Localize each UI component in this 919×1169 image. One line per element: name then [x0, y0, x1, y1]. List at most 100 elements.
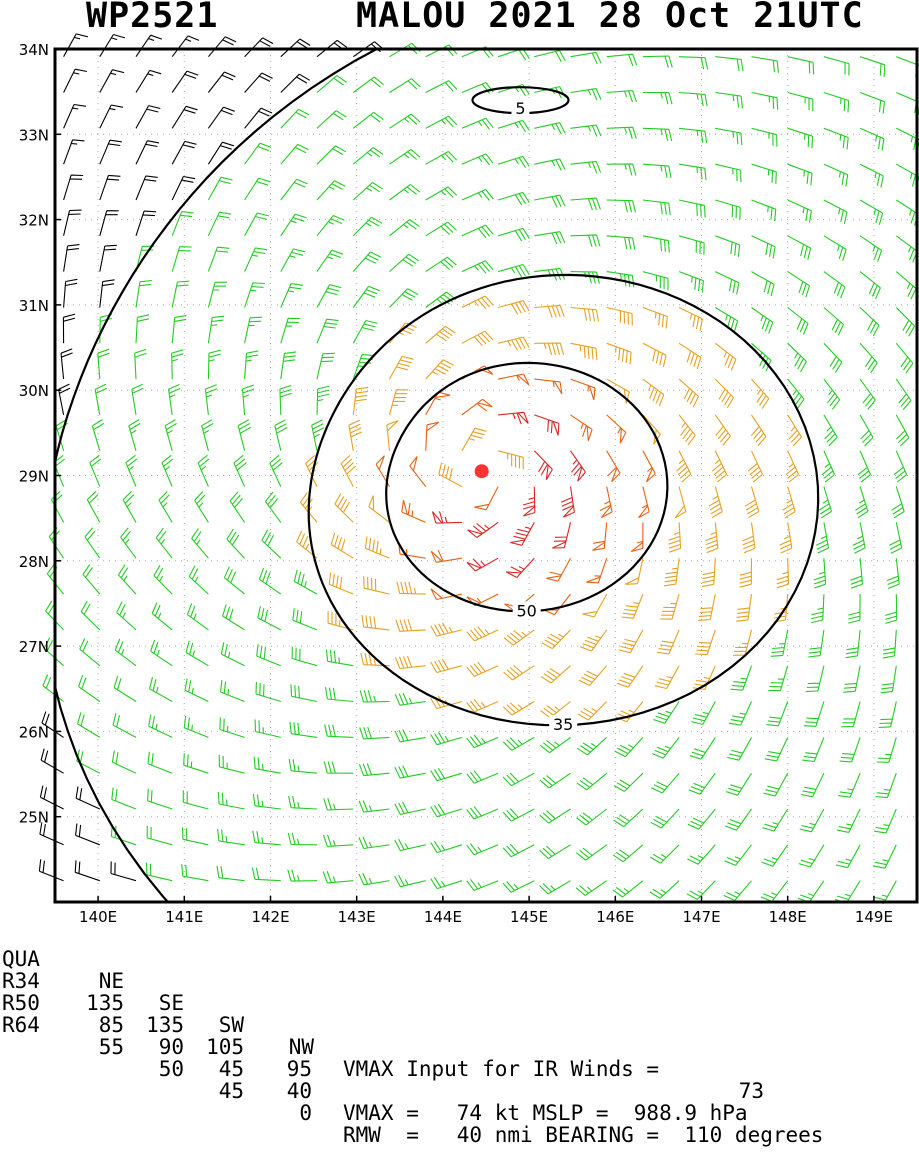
- wind-barb: [389, 148, 421, 165]
- wind-barb: [171, 140, 197, 165]
- wind-barb: [688, 772, 716, 795]
- wind-barb: [409, 456, 427, 487]
- wind-barb: [50, 490, 65, 523]
- wind-barb: [534, 122, 566, 135]
- wind-barb: [638, 486, 650, 519]
- wind-barb: [461, 117, 494, 130]
- wind-barb: [570, 450, 586, 482]
- wind-barb: [649, 880, 680, 899]
- contour-label: 5: [515, 99, 525, 118]
- wind-barb: [118, 564, 137, 595]
- r50-ne: 85: [98, 1013, 124, 1037]
- wind-barb: [194, 491, 209, 523]
- wind-barb: [577, 736, 608, 756]
- wind-barb: [592, 522, 608, 551]
- wind-barb: [896, 199, 919, 226]
- wind-barb: [207, 246, 230, 272]
- wind-barb: [352, 216, 383, 237]
- wind-barb: [612, 844, 644, 863]
- wind-barb: [185, 640, 209, 667]
- wind-barb: [642, 342, 667, 368]
- wind-barb: [316, 249, 344, 272]
- wind-barb: [324, 687, 354, 703]
- wind-barb: [430, 549, 462, 563]
- wind-barb: [39, 785, 64, 810]
- wind-barb: [606, 342, 632, 365]
- wind-barb: [606, 90, 638, 103]
- wind-barb: [79, 638, 101, 667]
- wind-barb: [430, 658, 463, 674]
- wind-barb: [389, 288, 419, 308]
- wind-barb: [352, 386, 369, 415]
- wind-barb: [325, 649, 354, 667]
- wind-barb: [678, 342, 702, 370]
- wind-barb: [39, 822, 64, 846]
- wind-barb: [86, 490, 101, 523]
- wind-barb: [244, 72, 273, 93]
- wind-barb: [425, 186, 457, 201]
- wind-barb: [895, 235, 918, 263]
- wind-barb: [201, 419, 214, 451]
- wind-barb: [497, 450, 524, 470]
- wind-barb: [650, 808, 680, 829]
- wind-barb: [803, 701, 825, 727]
- wind-barb: [264, 491, 282, 523]
- wind-barb: [324, 724, 354, 738]
- wind-barb: [714, 414, 731, 446]
- r64-row: R64 55 50 45 0 RMW = 40 nmi BEARING = 11…: [0, 992, 823, 1146]
- wind-barb: [99, 104, 124, 129]
- wind-barb: [715, 199, 741, 220]
- wind-barb: [715, 163, 742, 183]
- wind-barb: [575, 880, 608, 896]
- wind-barb: [747, 450, 763, 483]
- wind-barb: [503, 664, 535, 681]
- wind-barb: [560, 486, 575, 518]
- wind-barb: [834, 880, 861, 904]
- wind-barb: [502, 880, 535, 893]
- wind-barb: [575, 844, 608, 861]
- y-tick-label: 30N: [19, 382, 49, 400]
- wind-barb: [135, 314, 150, 344]
- wind-barb: [787, 414, 802, 447]
- wind-barb: [41, 711, 64, 738]
- wind-barb: [316, 385, 330, 415]
- y-tick-label: 27N: [19, 638, 49, 656]
- wind-barb: [606, 271, 635, 288]
- wind-barb: [678, 307, 703, 331]
- wind-barb: [642, 378, 665, 407]
- wind-barb: [852, 522, 866, 554]
- wind-barb: [859, 414, 874, 447]
- wind-barb: [839, 737, 861, 763]
- wind-barb: [823, 378, 841, 410]
- wind-barb: [280, 351, 297, 380]
- wind-barb: [751, 307, 774, 334]
- wind-barb: [216, 865, 245, 882]
- wind-barb: [171, 280, 190, 308]
- wind-barb: [570, 342, 598, 361]
- wind-barb: [762, 808, 789, 832]
- wind-barb: [316, 214, 345, 237]
- wind-barb: [461, 295, 494, 310]
- wind-barb: [715, 91, 744, 109]
- wind-barb: [570, 271, 600, 284]
- wind-barb: [389, 322, 417, 344]
- wind-barb: [430, 622, 463, 637]
- wind-barb: [222, 604, 245, 631]
- wind-barb: [97, 348, 110, 380]
- wind-barb: [99, 33, 126, 57]
- wind-barb: [171, 246, 192, 272]
- wind-barb: [895, 342, 914, 374]
- wind-barb: [797, 880, 825, 903]
- wind-barb: [461, 188, 494, 201]
- wind-barb: [389, 253, 420, 273]
- rmw-bearing-text: RMW = 40 nmi BEARING = 110 degrees: [343, 1123, 824, 1147]
- r34-ne: 135: [86, 991, 124, 1015]
- wind-barb: [606, 378, 630, 404]
- wind-barb: [158, 491, 173, 523]
- wind-barb: [151, 602, 173, 631]
- wind-barb: [352, 285, 380, 308]
- r34-label: R34: [2, 969, 40, 993]
- storm-center-dot: [474, 464, 489, 479]
- contour-label-bg: [549, 715, 578, 734]
- wind-barb: [751, 199, 777, 222]
